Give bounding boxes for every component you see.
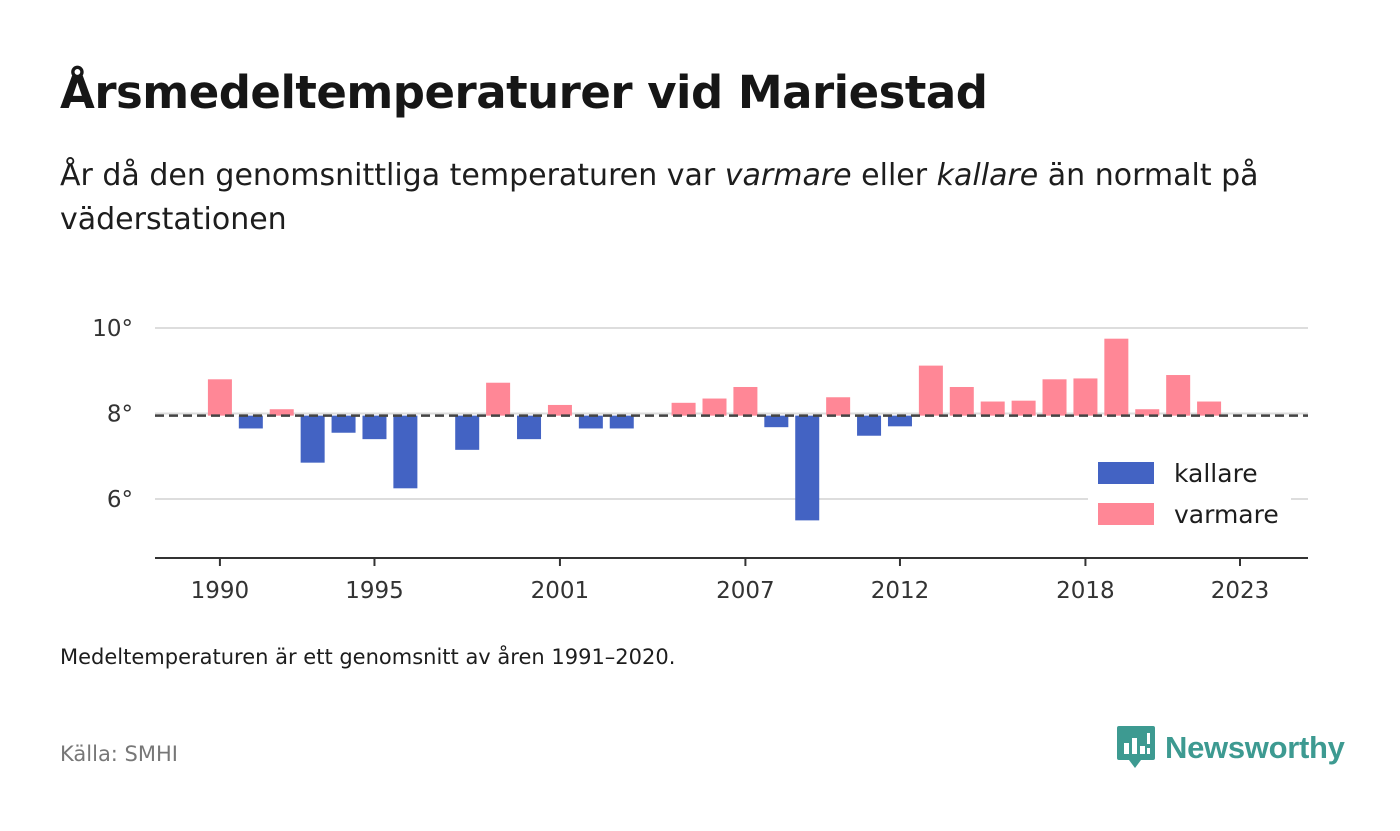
bar-warm (733, 386, 758, 416)
bar-warm (826, 397, 851, 416)
bar-cold (238, 415, 263, 429)
chart-note: Medeltemperaturen är ett genomsnitt av å… (60, 645, 676, 669)
bar-cold (393, 415, 418, 489)
temperature-bar-chart: 6° 8° 10° 1990 1995 2001 2007 2012 2018 2023 kalla… (92, 316, 1308, 604)
bar-warm (1104, 338, 1129, 416)
legend-swatch-kallare (1098, 462, 1154, 484)
source-credit: Källa: SMHI (60, 742, 178, 766)
x-tick-label: 1990 (191, 578, 250, 604)
chart-title: Årsmedeltemperaturer vid Mariestad (60, 66, 988, 119)
bar-warm (547, 404, 572, 416)
bar-warm (918, 365, 943, 416)
bar-warm (1166, 375, 1191, 416)
bar-warm (207, 379, 232, 416)
x-tick-label: 2018 (1056, 578, 1115, 604)
subtitle-text-start: År då den genomsnittliga temperaturen va… (60, 158, 725, 193)
newsworthy-logo-text: Newsworthy (1165, 730, 1345, 765)
chart-subtitle: År då den genomsnittliga temperaturen va… (60, 154, 1330, 242)
y-tick-label: 8° (107, 402, 133, 428)
bar-cold (795, 415, 820, 521)
bar-cold (517, 415, 542, 440)
subtitle-text-middle: eller (851, 158, 937, 193)
bar-cold (362, 415, 387, 440)
bar-cold (887, 415, 912, 427)
bar-cold (609, 415, 634, 429)
bar-warm (1073, 378, 1098, 416)
x-tick-label: 2023 (1211, 578, 1270, 604)
bar-warm (1135, 409, 1160, 416)
bar-warm (486, 382, 511, 416)
bar-warm (1011, 400, 1036, 416)
subtitle-cold-word: kallare (936, 158, 1039, 193)
newsworthy-logo-icon (1117, 726, 1155, 768)
bar-warm (949, 386, 974, 416)
subtitle-warm-word: varmare (724, 158, 852, 193)
bar-warm (702, 398, 727, 416)
bar-cold (300, 415, 325, 463)
x-tick-label: 2007 (716, 578, 775, 604)
bar-cold (578, 415, 603, 429)
y-tick-label: 10° (92, 316, 133, 342)
bar-warm (671, 402, 696, 416)
bar-cold (857, 415, 882, 436)
x-tick-label: 2012 (871, 578, 930, 604)
bar-warm (269, 409, 294, 416)
subtitle-text-end: än normalt på väderstationen (60, 158, 1259, 237)
legend-label-kallare: kallare (1174, 459, 1258, 488)
newsworthy-logo: Newsworthy (1117, 726, 1345, 770)
bar-warm (1042, 379, 1067, 416)
x-tick-label: 1995 (345, 578, 404, 604)
bar-warm (980, 401, 1005, 416)
bar-cold (764, 415, 789, 428)
bar-cold (455, 415, 480, 450)
bar-cold (331, 415, 356, 433)
legend-swatch-varmare (1098, 503, 1154, 525)
legend-label-varmare: varmare (1174, 500, 1279, 529)
bar-warm (1197, 401, 1222, 416)
x-tick-label: 2001 (531, 578, 590, 604)
y-tick-label: 6° (107, 487, 133, 513)
